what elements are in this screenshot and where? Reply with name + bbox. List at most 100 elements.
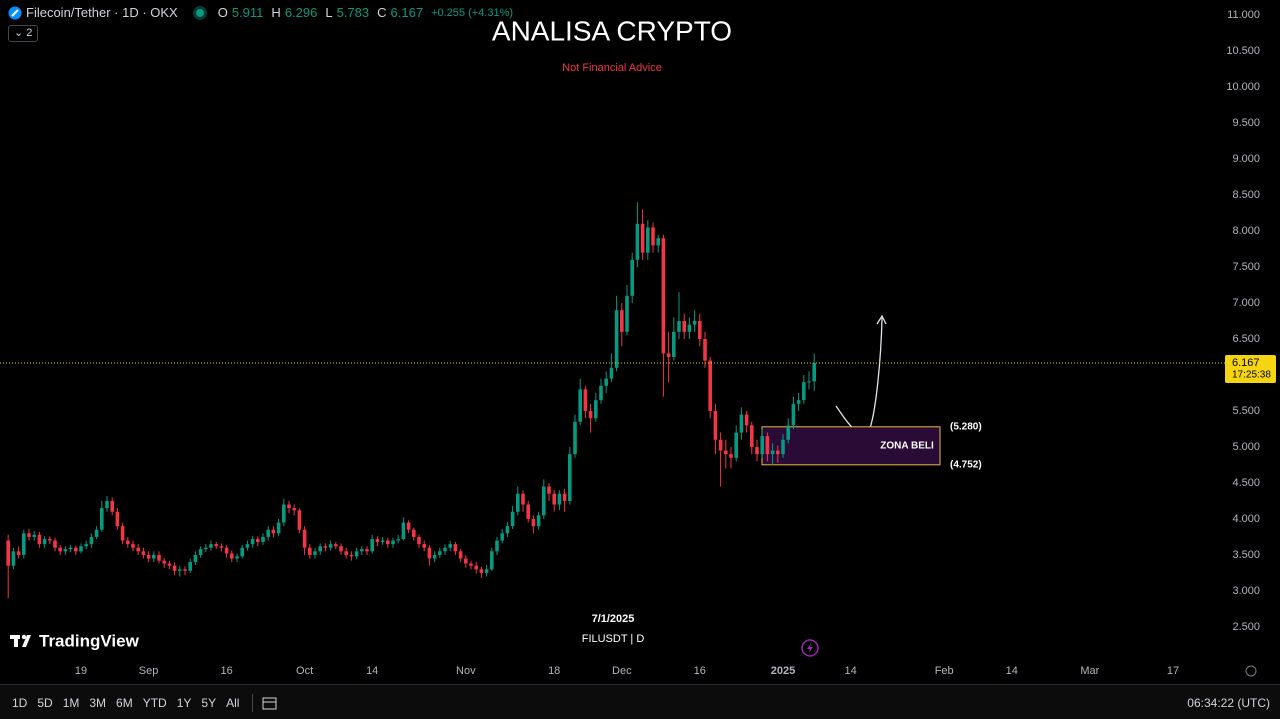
candle-body (105, 500, 109, 509)
candle-body (578, 389, 582, 422)
y-tick-label: 3.000 (1232, 585, 1260, 597)
candle-body (396, 539, 400, 541)
symbol[interactable]: Filecoin/Tether · 1D · OKX (26, 5, 178, 20)
candle-body (178, 569, 182, 571)
tv-logo (10, 634, 31, 647)
candle-body (32, 534, 36, 537)
candle-body (505, 526, 510, 534)
y-tick-label: 3.500 (1232, 549, 1260, 561)
x-tick-label: Feb (935, 665, 954, 677)
ohlc-label: C (377, 5, 387, 20)
y-tick-label: 5.500 (1232, 405, 1260, 417)
candle-body (703, 338, 707, 361)
candle-body (349, 554, 354, 557)
candle-body (677, 321, 681, 332)
candle-body (302, 529, 307, 548)
event-bolt (807, 643, 813, 653)
candle-body (542, 486, 546, 516)
candle-body (406, 522, 411, 530)
candle-body (604, 378, 608, 386)
candle-body (204, 547, 208, 550)
event-icon[interactable] (801, 639, 819, 657)
x-tick-label: 14 (1006, 665, 1018, 677)
candle-body (224, 547, 229, 554)
candle-body (750, 425, 754, 447)
candle-body (162, 560, 166, 564)
candle-body (89, 536, 94, 545)
candle-body (776, 450, 780, 455)
range-button[interactable]: 1D (12, 695, 28, 710)
candle-body (651, 227, 655, 246)
y-tick-label: 11.000 (1227, 9, 1260, 21)
candle-body (209, 544, 213, 548)
y-tick-label: 7.000 (1232, 297, 1260, 309)
toolbar: 1D 5D 1M 3M 6M YTD 1Y 5Y All 06:34:22 (UTC) (0, 684, 1280, 719)
candle-body (6, 540, 10, 566)
zone-bottom-label: (4.752) (950, 459, 982, 470)
zone-top-label: (5.280) (950, 421, 982, 432)
candle-body (74, 547, 78, 552)
x-tick-label: 2025 (771, 665, 795, 677)
date-range-icon[interactable] (261, 695, 279, 711)
header: Filecoin/Tether · 1D · OKX O 5.911 H 6.296… (8, 5, 517, 20)
range-button[interactable]: 3M (89, 695, 107, 710)
candle-body (807, 381, 811, 383)
range-button[interactable]: 5D (37, 695, 53, 710)
candle-body (375, 539, 380, 542)
status-dot (195, 8, 204, 17)
candle-body (94, 529, 99, 537)
candle-body (287, 504, 291, 509)
candle-body (620, 310, 624, 332)
settings-icon[interactable] (1245, 665, 1257, 677)
candle-body (53, 540, 57, 548)
candle-body (323, 546, 328, 548)
candle-body (588, 410, 593, 419)
candle-body (193, 554, 198, 563)
y-tick-label: 5.000 (1232, 441, 1260, 453)
x-tick-label: Dec (612, 665, 632, 677)
candle-body (110, 500, 114, 512)
candle-body (625, 295, 629, 332)
candle-body (796, 400, 801, 404)
candle-body (313, 551, 317, 555)
indicators-toggle[interactable]: ⌄ 2 (8, 25, 39, 42)
candle-body (365, 549, 369, 552)
range-button[interactable]: YTD (142, 695, 167, 710)
candle-body (734, 432, 738, 458)
candle-body (256, 539, 260, 542)
candle-body (568, 454, 572, 501)
change: +0.255 (+4.31%) (431, 6, 514, 19)
range-button[interactable]: 1M (62, 695, 80, 710)
candle-body (318, 546, 322, 552)
range-button[interactable]: 5Y (201, 695, 217, 710)
symbol-logo (8, 6, 22, 19)
x-tick-label: 19 (75, 665, 87, 677)
candle-body (718, 439, 723, 451)
candle-body (443, 547, 447, 552)
candle-body (100, 508, 104, 530)
separator (252, 693, 254, 712)
zone-label: ZONA BELI (880, 440, 934, 451)
candle-body (630, 259, 634, 296)
candle-body (438, 551, 442, 555)
candle-body (328, 544, 333, 548)
chart-subtitle: Not Financial Advice (562, 62, 662, 74)
candle-body (391, 540, 395, 545)
ohlc-label: L (325, 5, 333, 20)
candle-body (812, 362, 816, 382)
candle-body (68, 547, 73, 550)
range-button[interactable]: 1Y (176, 695, 192, 710)
y-tick-label: 7.500 (1232, 261, 1260, 273)
y-tick-label: 6.500 (1232, 333, 1260, 345)
candle-body (183, 569, 187, 571)
candle-body (599, 385, 603, 401)
range-button[interactable]: 6M (116, 695, 133, 710)
ohlc-label: H (271, 5, 281, 20)
range-button[interactable]: All (226, 695, 240, 710)
crosshair-date: 7/1/2025 (592, 613, 635, 625)
candle-body (646, 227, 650, 253)
candle-body (250, 539, 255, 545)
candle-body (422, 544, 426, 548)
arrow-head (876, 314, 887, 325)
candle-body (479, 569, 484, 573)
